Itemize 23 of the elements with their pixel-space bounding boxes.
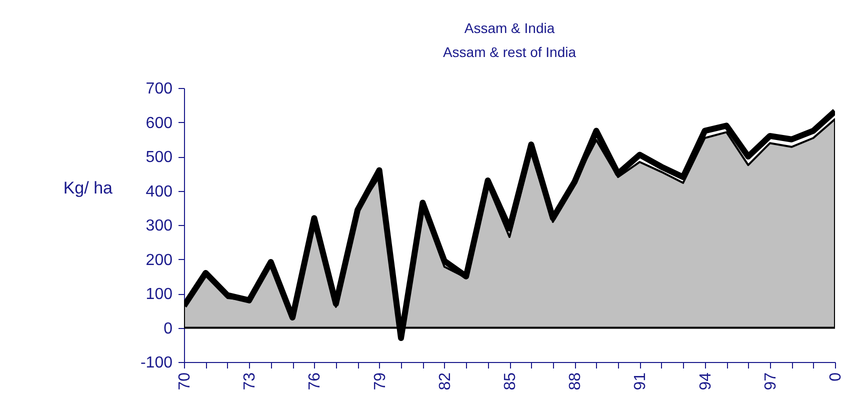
chart-title: Assam & India [464,20,555,36]
y-tick-label: 400 [146,183,173,200]
y-tick-label: 600 [146,114,173,132]
x-tick-label: 94 [697,372,714,390]
y-tick-label: 200 [146,252,173,269]
y-tick-label: -100 [140,354,173,372]
x-tick-label: 79 [372,372,389,390]
y-tick-label: 100 [146,286,173,303]
x-tick-label: 97 [762,372,780,390]
y-tick-label: 0 [164,320,173,338]
chart-subtitle: Assam & rest of India [442,44,576,60]
y-tick-label: 700 [146,80,173,98]
x-tick-label: 88 [567,372,584,390]
x-tick-label: 85 [502,372,519,390]
y-axis-title: Kg/ ha [63,178,114,198]
x-tick-label: 73 [242,372,259,390]
x-tick-label: 0 [828,372,844,382]
y-tick-label: 500 [146,149,173,166]
x-tick-label: 91 [632,372,650,390]
x-tick-label: 76 [306,372,324,390]
x-tick-label: 70 [176,372,194,390]
x-tick-label: 82 [436,372,454,390]
y-tick-label: 300 [146,218,173,234]
